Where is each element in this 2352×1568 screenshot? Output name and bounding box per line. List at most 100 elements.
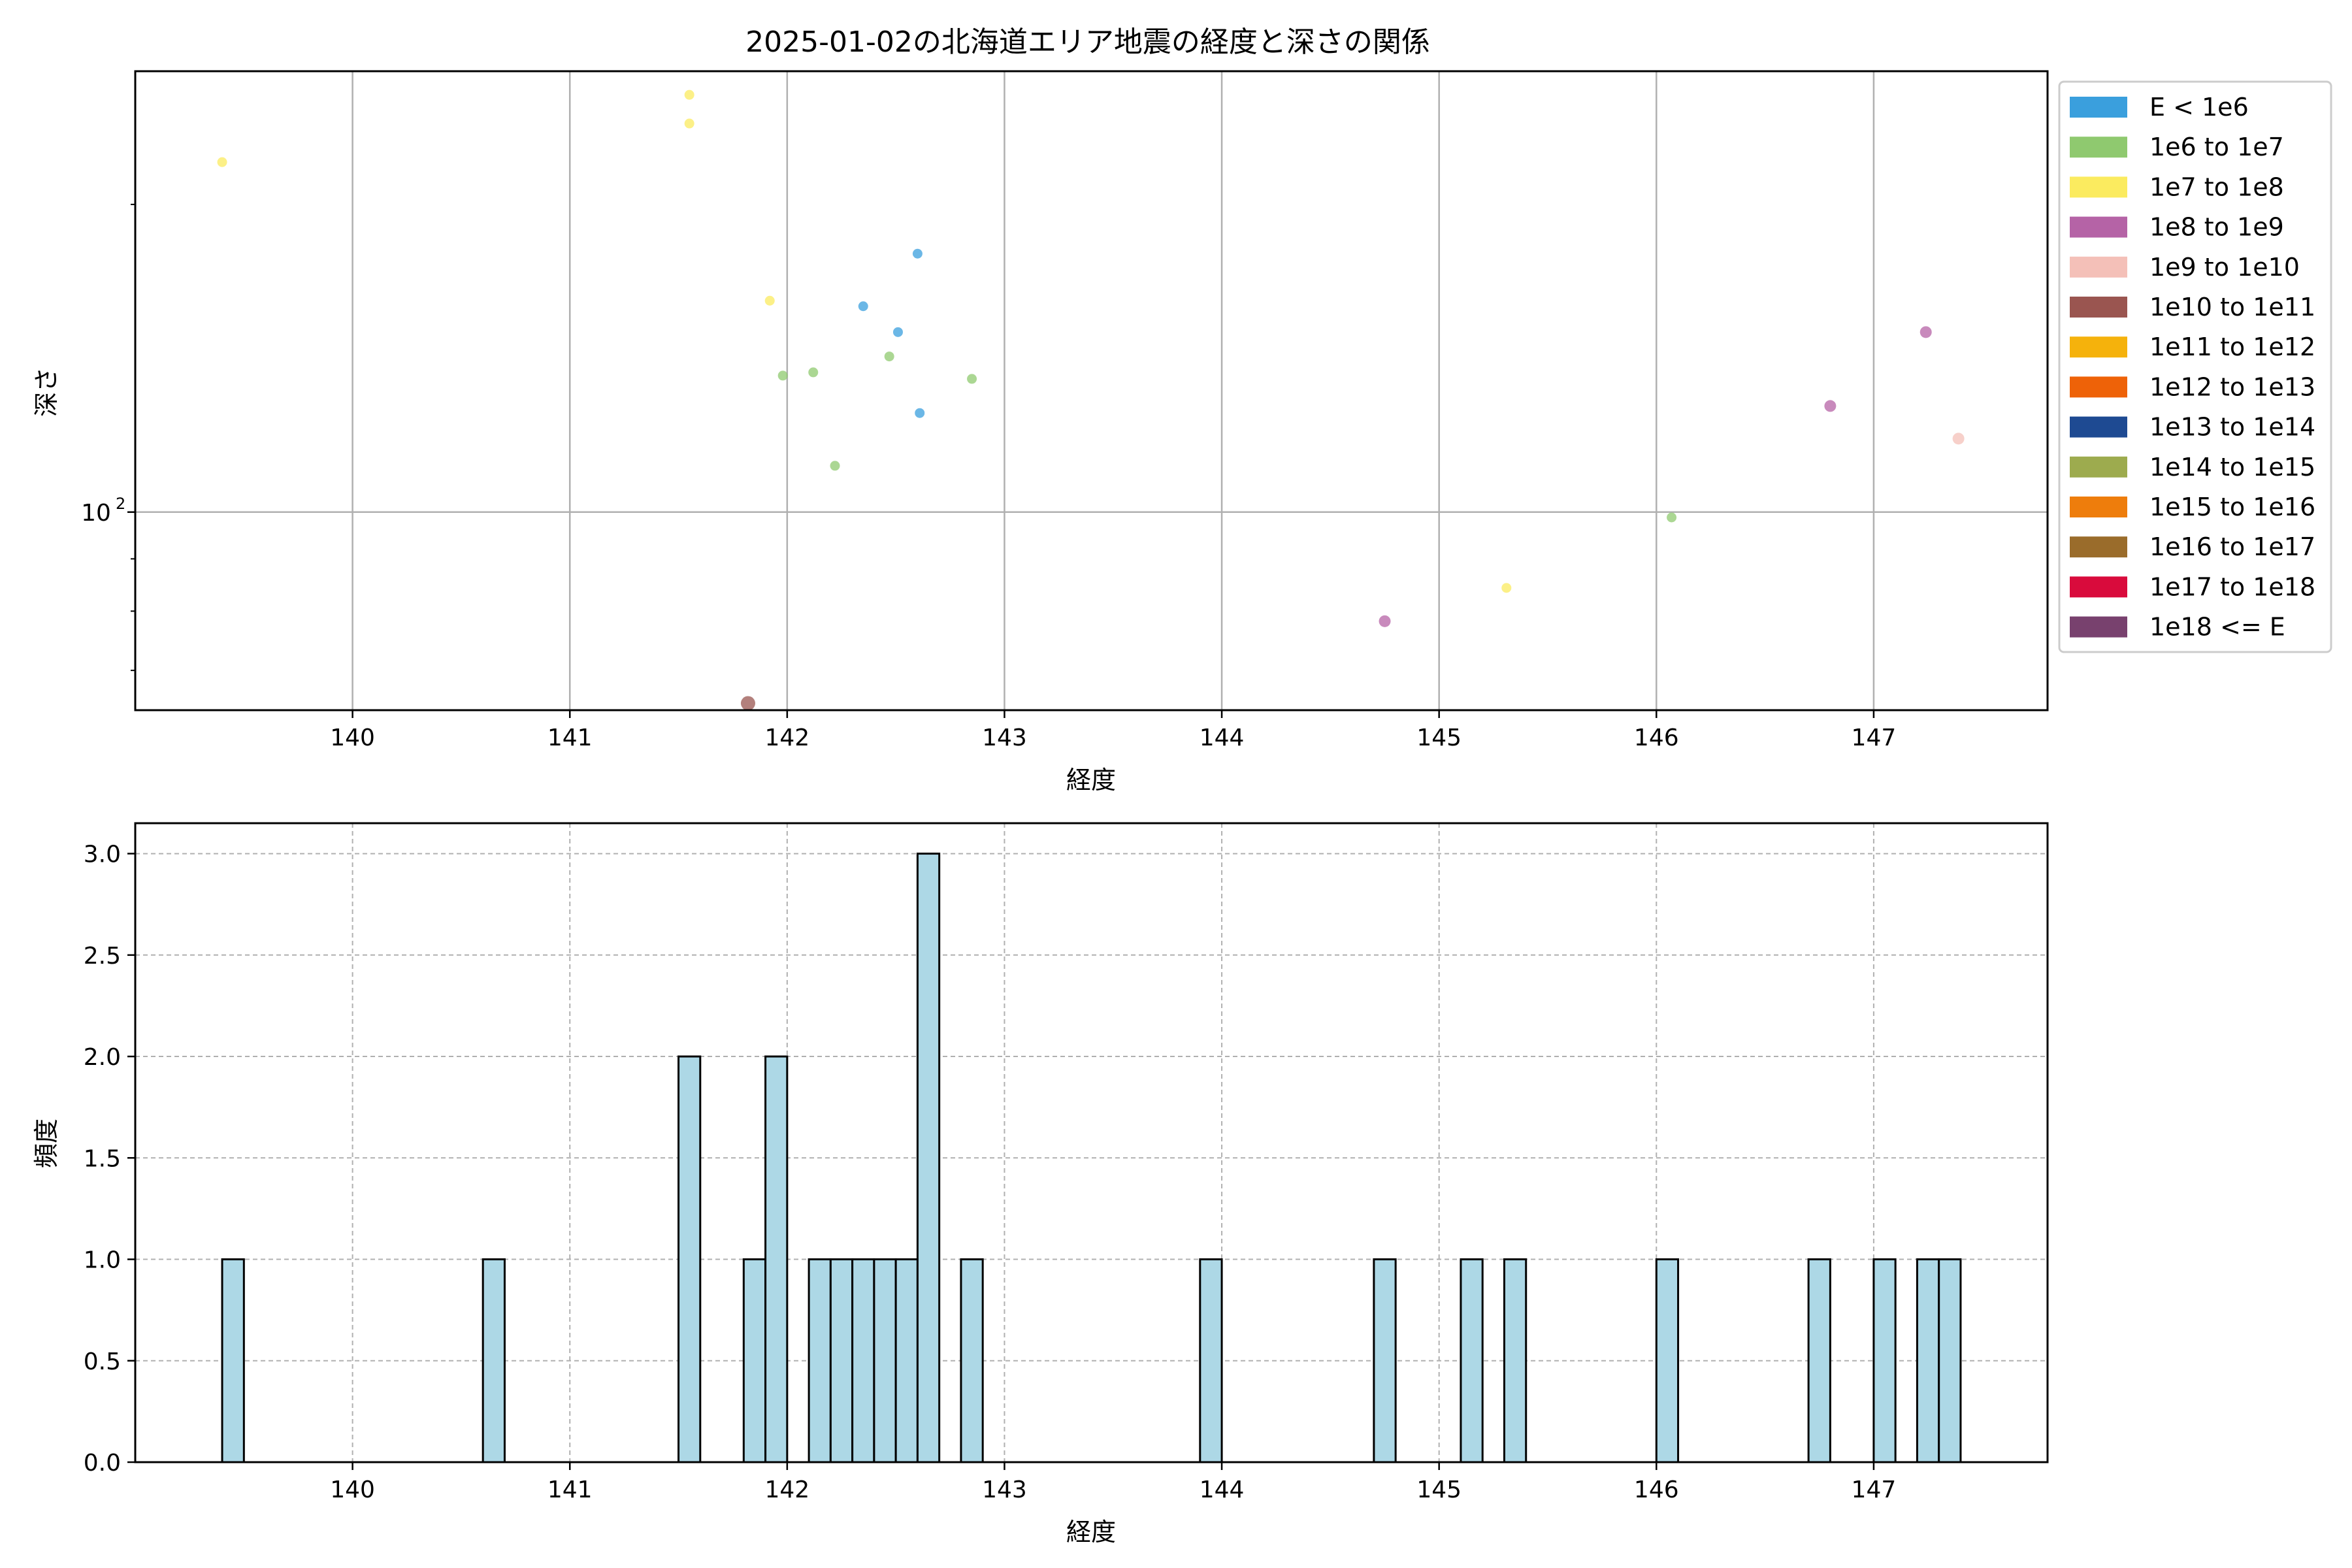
histogram-bar — [960, 1258, 984, 1463]
scatter-point — [1667, 512, 1677, 523]
legend-label: 1e7 to 1e8 — [2149, 172, 2284, 201]
histogram-x-tick-label: 142 — [764, 1477, 809, 1503]
scatter-point — [684, 90, 694, 100]
histogram-bar — [1460, 1258, 1484, 1463]
scatter-x-tick-label: 140 — [330, 725, 375, 751]
scatter-x-label: 経度 — [1066, 766, 1116, 794]
scatter-point — [764, 295, 775, 306]
histogram-bar — [808, 1258, 832, 1463]
scatter-point — [884, 351, 894, 362]
scatter-point — [912, 248, 923, 259]
scatter-frame — [134, 70, 2049, 711]
legend-frame — [2058, 80, 2332, 653]
histogram-x-tick-label: 144 — [1200, 1477, 1245, 1503]
histogram-x-tick-label: 143 — [982, 1477, 1027, 1503]
legend-label: 1e18 <= E — [2149, 613, 2285, 642]
scatter-y-label: 深さ — [32, 367, 61, 417]
scatter-point — [892, 327, 903, 337]
scatter-x-tick-label: 143 — [982, 725, 1027, 751]
scatter-x-tick-label: 144 — [1200, 725, 1245, 751]
legend-swatch — [2070, 616, 2127, 638]
legend-label: E < 1e6 — [2149, 93, 2249, 122]
histogram-bar — [851, 1258, 875, 1463]
histogram-bar — [1872, 1258, 1897, 1463]
histogram-y-label: 頻度 — [32, 1119, 61, 1168]
legend-swatch — [2070, 336, 2127, 358]
scatter-point — [830, 461, 840, 471]
scatter-point — [1919, 326, 1932, 338]
legend-label: 1e9 to 1e10 — [2149, 253, 2300, 282]
histogram-bar — [678, 1055, 702, 1463]
histogram-frame — [134, 822, 2049, 1463]
histogram-x-tick-label: 141 — [547, 1477, 593, 1503]
scatter-x-tick-label: 142 — [764, 725, 809, 751]
histogram-y-tick-label: 1.0 — [84, 1247, 121, 1274]
histogram-bar — [829, 1258, 854, 1463]
scatter-point — [684, 118, 694, 129]
scatter-point — [1501, 583, 1512, 593]
legend-label: 1e17 to 1e18 — [2149, 572, 2315, 601]
scatter-point — [1824, 400, 1837, 412]
histogram-y-tick-label: 3.0 — [84, 841, 121, 868]
legend-label: 1e6 to 1e7 — [2149, 133, 2284, 161]
legend-label: 1e16 to 1e17 — [2149, 532, 2315, 561]
legend-label: 1e12 to 1e13 — [2149, 372, 2315, 401]
scatter-point — [967, 374, 977, 384]
legend-label: 1e11 to 1e12 — [2149, 333, 2315, 361]
histogram-grid — [135, 823, 2048, 1463]
histogram-bar — [873, 1258, 897, 1463]
histogram-x-ticks: 140 141 142 143 144 145 146 147 — [330, 1462, 1896, 1503]
histogram-bar — [1655, 1258, 1680, 1463]
histogram-bar — [1199, 1258, 1223, 1463]
legend: E < 1e6 1e6 to 1e7 1e7 to 1e8 1e8 to 1e9 1e9… — [2058, 80, 2332, 653]
scatter-x-ticks: 140 141 142 143 144 145 146 147 — [330, 710, 1896, 751]
scatter-x-tick-label: 147 — [1852, 725, 1897, 751]
scatter-point — [777, 370, 788, 381]
legend-swatch — [2070, 176, 2127, 198]
scatter-point — [1952, 433, 1965, 445]
histogram-bar — [742, 1258, 767, 1463]
histogram-bar — [1916, 1258, 1940, 1463]
histogram-x-tick-label: 147 — [1852, 1477, 1897, 1503]
scatter-point — [808, 367, 819, 378]
scatter-point — [1379, 615, 1391, 627]
legend-label: 1e15 to 1e16 — [2149, 493, 2315, 521]
histogram-x-tick-label: 140 — [330, 1477, 375, 1503]
histogram-bar — [894, 1258, 919, 1463]
scatter-points — [217, 90, 1965, 711]
scatter-y-ticks: 10 2 — [81, 203, 135, 672]
histogram-bar — [1938, 1258, 1962, 1463]
scatter-y-tick-exponent: 2 — [116, 495, 125, 513]
legend-swatch — [2070, 536, 2127, 558]
histogram-bar — [916, 853, 941, 1463]
scatter-point — [740, 696, 755, 711]
legend-swatch — [2070, 376, 2127, 398]
scatter-grid — [135, 71, 2048, 710]
legend-label: 1e13 to 1e14 — [2149, 413, 2315, 442]
legend-swatch — [2070, 216, 2127, 238]
histogram-bar — [482, 1258, 506, 1463]
histogram-x-tick-label: 145 — [1416, 1477, 1462, 1503]
legend-swatch — [2070, 97, 2127, 118]
histogram-y-tick-label: 1.5 — [84, 1145, 121, 1172]
histogram-bar — [221, 1258, 245, 1463]
histogram-y-ticks: 0.0 0.5 1.0 1.5 2.0 2.5 3.0 — [84, 841, 135, 1477]
legend-swatch — [2070, 456, 2127, 478]
legend-label: 1e14 to 1e15 — [2149, 453, 2315, 482]
histogram-x-tick-label: 146 — [1634, 1477, 1679, 1503]
legend-swatch — [2070, 256, 2127, 278]
scatter-x-tick-label: 145 — [1416, 725, 1462, 751]
histogram-y-tick-label: 0.0 — [84, 1450, 121, 1477]
scatter-point — [858, 301, 868, 312]
legend-swatch — [2070, 137, 2127, 158]
scatter-y-tick-label: 10 — [81, 500, 111, 527]
histogram-x-label: 経度 — [1066, 1518, 1116, 1546]
histogram-bar — [1373, 1258, 1397, 1463]
legend-swatch — [2070, 576, 2127, 598]
histogram-y-tick-label: 0.5 — [84, 1348, 121, 1375]
scatter-point — [915, 408, 925, 418]
legend-swatch — [2070, 297, 2127, 318]
legend-label: 1e8 to 1e9 — [2149, 213, 2284, 242]
legend-label: 1e10 to 1e11 — [2149, 293, 2315, 321]
